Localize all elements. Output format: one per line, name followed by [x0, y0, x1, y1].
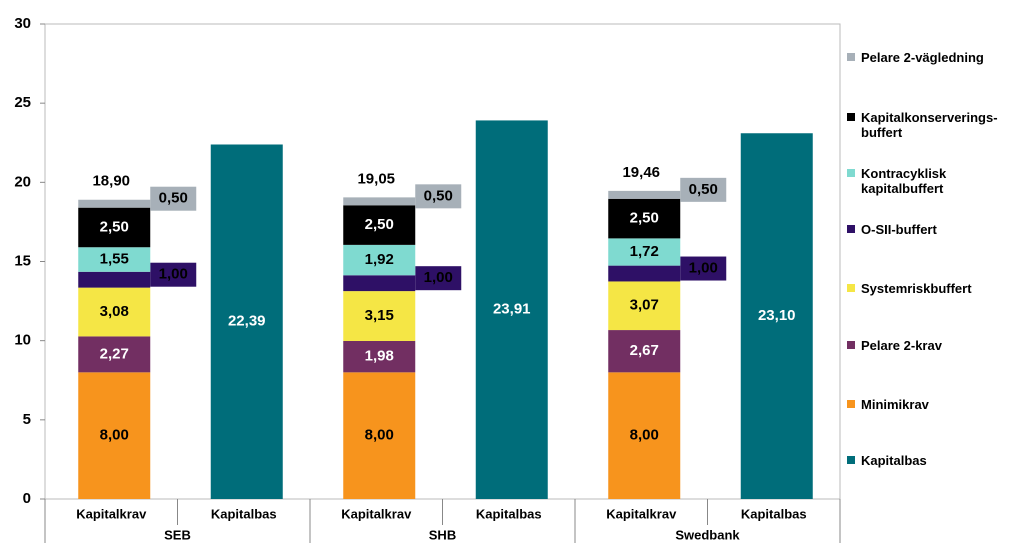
x-tick-label: Kapitalkrav	[606, 506, 677, 521]
legend-item: Minimikrav	[847, 397, 929, 412]
bar-segment	[608, 265, 681, 282]
bar-segment	[78, 207, 151, 248]
data-label: 1,72	[630, 243, 659, 260]
data-label: 1,55	[100, 250, 129, 267]
label-box	[150, 262, 197, 287]
bar-segment	[78, 271, 151, 288]
bar-segment	[608, 198, 681, 239]
data-label: 22,39	[228, 313, 266, 330]
data-label: 2,67	[630, 342, 659, 359]
total-label: 18,90	[92, 173, 130, 190]
data-label: 2,50	[630, 210, 659, 227]
data-label: 8,00	[630, 427, 659, 444]
y-tick-label: 5	[23, 411, 31, 428]
legend-label: Kapitalkonserverings- buffert	[861, 110, 998, 140]
legend-swatch	[847, 284, 855, 292]
bar-segment	[78, 336, 151, 373]
bar-segment	[740, 133, 813, 499]
bar-segment	[343, 372, 416, 499]
legend-item: Kontracyklisk kapitalbuffert	[847, 166, 946, 196]
data-label: 8,00	[100, 427, 129, 444]
label-box	[415, 184, 462, 209]
bar-segment	[343, 205, 416, 245]
bar-segment	[608, 281, 681, 331]
legend-label: Pelare 2-krav	[861, 338, 942, 353]
bar-segment	[78, 372, 151, 499]
x-tick-label: Kapitalbas	[741, 506, 807, 521]
legend-swatch	[847, 53, 855, 61]
x-tick-label: Kapitalkrav	[76, 506, 147, 521]
bar-segment	[343, 244, 416, 276]
bar-segment	[78, 199, 151, 208]
bar-segment	[608, 238, 681, 266]
bar-segment	[343, 197, 416, 206]
bar-segment	[78, 247, 151, 272]
data-label: 2,50	[100, 218, 129, 235]
y-tick-label: 15	[14, 252, 31, 269]
group-label: Swedbank	[675, 527, 740, 542]
y-tick-label: 20	[14, 173, 31, 190]
legend-swatch	[847, 113, 855, 121]
bar-segment	[78, 287, 151, 337]
legend-label: O-SII-buffert	[861, 222, 937, 237]
bar-segment	[343, 275, 416, 292]
legend-swatch	[847, 225, 855, 233]
legend-item: Kapitalbas	[847, 453, 927, 468]
legend-label: Minimikrav	[861, 397, 929, 412]
data-label: 0,50	[689, 181, 718, 198]
data-label: 0,50	[424, 187, 453, 204]
data-label: 23,91	[493, 301, 531, 318]
legend-label: Systemriskbuffert	[861, 281, 972, 296]
y-tick-label: 0	[23, 490, 31, 507]
legend-label: Pelare 2-vägledning	[861, 50, 984, 65]
label-box	[680, 177, 727, 202]
y-tick-label: 10	[14, 332, 31, 349]
legend-item: Systemriskbuffert	[847, 281, 972, 296]
y-tick-label: 25	[14, 94, 31, 111]
bar-segment	[608, 190, 681, 199]
data-label: 0,50	[159, 190, 188, 207]
bar-segment	[210, 144, 283, 499]
data-label: 2,50	[365, 216, 394, 233]
data-label: 23,10	[758, 307, 796, 324]
legend-swatch	[847, 456, 855, 464]
legend-swatch	[847, 400, 855, 408]
data-label: 3,08	[100, 303, 129, 320]
y-tick-label: 30	[14, 15, 31, 32]
bar-segment	[608, 330, 681, 373]
legend-label: Kontracyklisk kapitalbuffert	[861, 166, 947, 196]
legend-item: Pelare 2-vägledning	[847, 50, 984, 65]
data-label: 8,00	[365, 427, 394, 444]
data-label: 1,98	[365, 348, 394, 365]
data-label: 1,00	[689, 260, 718, 277]
data-label: 3,07	[630, 297, 659, 314]
label-box	[415, 266, 462, 291]
data-label: 3,15	[365, 307, 394, 324]
x-tick-label: Kapitalkrav	[341, 506, 412, 521]
legend-item: O-SII-buffert	[847, 222, 937, 237]
bar-segment	[608, 372, 681, 499]
label-box	[680, 256, 727, 281]
legend-item: Pelare 2-krav	[847, 338, 942, 353]
total-label: 19,05	[357, 170, 395, 187]
bar-segment	[343, 291, 416, 341]
data-label: 1,92	[365, 251, 394, 268]
data-label: 2,27	[100, 345, 129, 362]
group-label: SHB	[429, 527, 456, 542]
bar-segment	[343, 340, 416, 373]
total-label: 19,46	[622, 164, 660, 181]
legend-swatch	[847, 341, 855, 349]
x-tick-label: Kapitalbas	[476, 506, 542, 521]
x-tick-label: Kapitalbas	[211, 506, 277, 521]
group-label: SEB	[164, 527, 191, 542]
bar-segment	[475, 120, 548, 500]
legend-item: Kapitalkonserverings- buffert	[847, 110, 998, 140]
legend-swatch	[847, 169, 855, 177]
legend-label: Kapitalbas	[861, 453, 927, 468]
label-box	[150, 186, 197, 211]
data-label: 1,00	[159, 266, 188, 283]
data-label: 1,00	[424, 269, 453, 286]
